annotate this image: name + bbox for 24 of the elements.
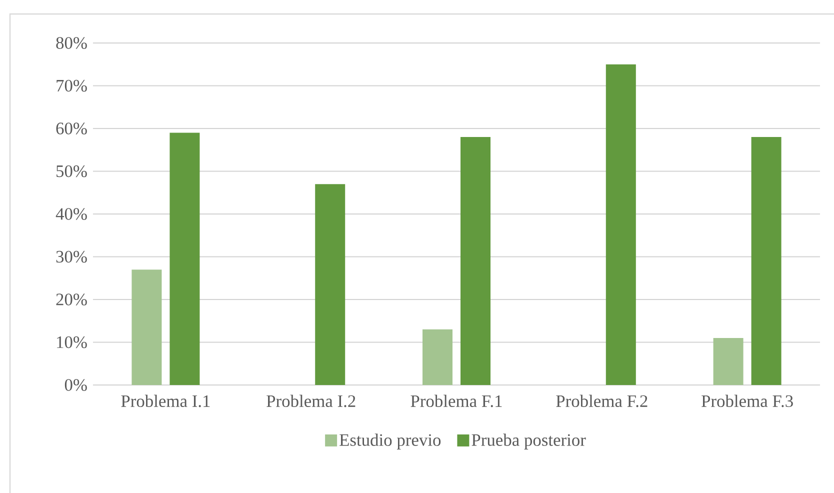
bar: [606, 64, 636, 385]
y-tick-label: 80%: [56, 37, 87, 49]
bar: [713, 338, 744, 385]
y-tick-label: 60%: [56, 122, 87, 134]
y-tick-label: 0%: [64, 379, 87, 391]
bar: [170, 132, 200, 385]
bar: [315, 184, 346, 385]
legend-label: Prueba posterior: [472, 434, 586, 450]
y-tick-label: 50%: [56, 165, 87, 178]
x-tick-label: Problema F.2: [556, 394, 648, 408]
bar: [422, 329, 453, 385]
y-tick-label: 10%: [57, 336, 87, 348]
y-tick-label: 40%: [56, 208, 87, 220]
x-tick-label: Problema I.2: [266, 394, 356, 408]
legend-label: Estudio previo: [340, 434, 441, 450]
y-tick-label: 70%: [56, 80, 87, 92]
y-tick-label: 30%: [56, 250, 87, 263]
x-tick-label: Problema F.1: [410, 394, 502, 408]
bar: [751, 137, 782, 385]
bar: [132, 270, 162, 385]
x-tick-label: Problema F.3: [702, 394, 793, 408]
x-tick-label: Problema I.1: [121, 394, 210, 408]
y-tick-label: 20%: [56, 294, 87, 306]
bar: [460, 137, 491, 385]
